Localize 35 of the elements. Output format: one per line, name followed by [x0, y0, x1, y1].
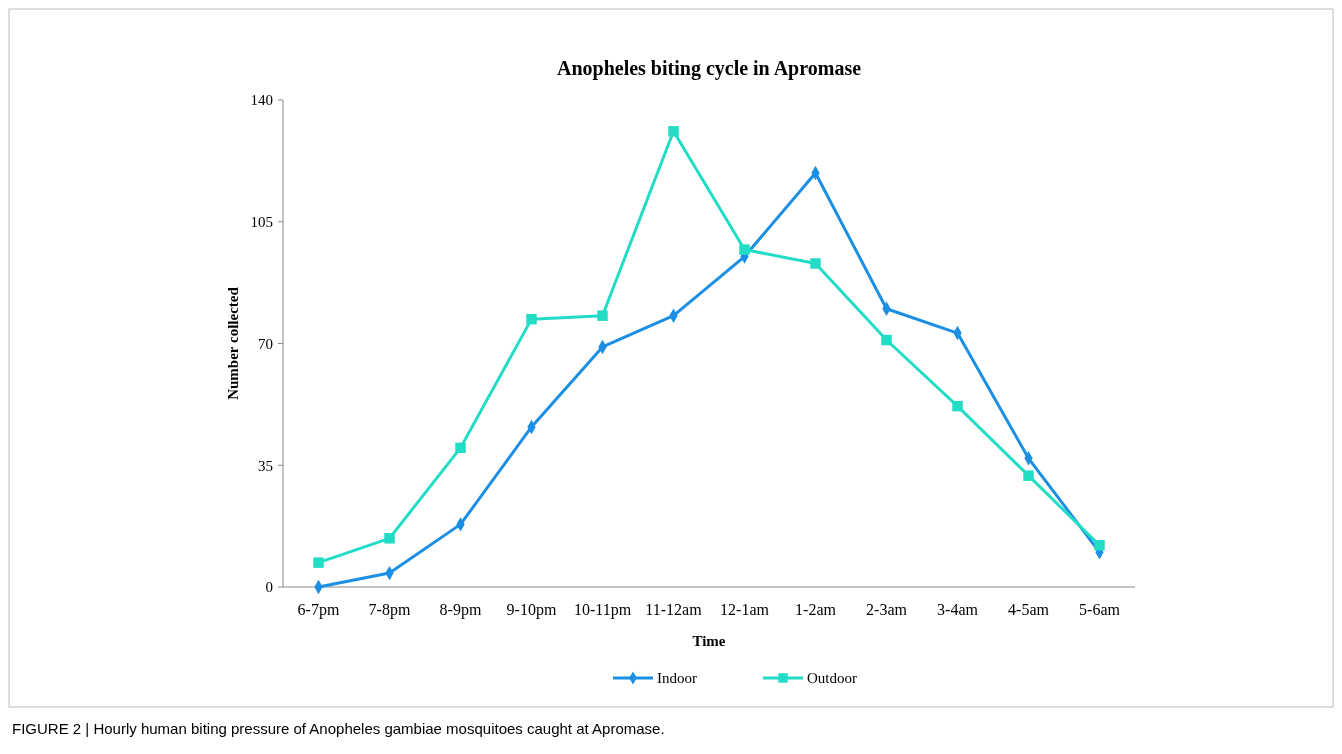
x-tick-label: 9-10pm: [506, 601, 557, 619]
caption: FIGURE 2 | Hourly human biting pressure of Anopheles gambiae mosquitoes caught at Apromase.: [12, 720, 665, 737]
x-tick-label: 3-4am: [937, 601, 979, 618]
point: [313, 557, 324, 568]
x-tick-label: 6-7pm: [297, 601, 340, 619]
point: [739, 244, 750, 255]
point: [810, 258, 821, 269]
legend-label: Outdoor: [807, 670, 857, 687]
x-tick-label: 7-8pm: [368, 601, 411, 619]
point: [384, 533, 395, 544]
legend-label: Indoor: [657, 670, 697, 687]
x-tick-label: 5-6am: [1079, 601, 1121, 618]
y-tick-label: 105: [250, 214, 273, 230]
y-tick-label: 70: [258, 335, 273, 352]
x-tick-label: 4-5am: [1008, 601, 1050, 618]
y-axis-title: Number collected: [225, 286, 241, 400]
point: [668, 126, 679, 137]
x-axis-title: Time: [692, 633, 726, 649]
point: [952, 400, 963, 412]
y-tick-label: 140: [250, 92, 273, 109]
point: [455, 442, 466, 454]
point: [1023, 470, 1034, 481]
point: [881, 334, 892, 346]
point: [526, 313, 537, 325]
x-tick-label: 12-1am: [720, 601, 770, 618]
point: [597, 310, 608, 321]
x-tick-label: 10-11pm: [573, 601, 632, 619]
chart-title: Anopheles biting cycle in Apromase: [556, 57, 862, 80]
x-tick-label: 1-2am: [795, 601, 837, 618]
y-tick-label: 0: [265, 579, 273, 596]
point: [1094, 540, 1105, 551]
x-tick-label: 2-3am: [866, 601, 908, 618]
x-tick-label: 11-12am: [645, 601, 703, 618]
y-tick-label: 35: [258, 457, 273, 474]
x-tick-label: 8-9pm: [439, 601, 482, 619]
